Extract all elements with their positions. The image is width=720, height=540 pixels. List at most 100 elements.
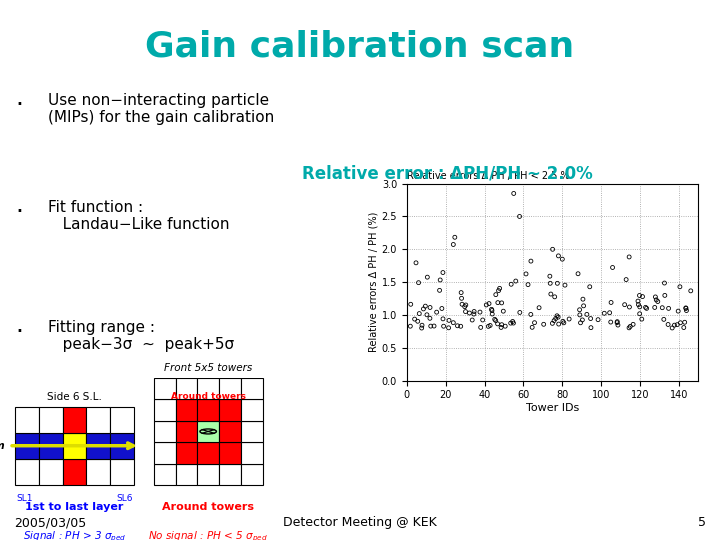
Text: Around towers: Around towers xyxy=(171,392,246,401)
Point xyxy=(437,314,449,323)
Point xyxy=(553,320,564,328)
Point xyxy=(456,294,467,302)
Point xyxy=(652,297,664,306)
Point xyxy=(685,287,696,295)
Bar xyxy=(176,378,197,400)
Point xyxy=(505,280,517,288)
Point xyxy=(487,309,498,318)
Point xyxy=(546,245,558,254)
Bar xyxy=(110,459,134,485)
Point xyxy=(424,303,436,312)
Point xyxy=(574,306,585,314)
Point xyxy=(662,320,674,329)
Point xyxy=(496,320,508,329)
Bar xyxy=(39,407,63,433)
Bar xyxy=(219,442,241,463)
Bar xyxy=(110,433,134,459)
Text: Gain calibration scan: Gain calibration scan xyxy=(145,30,575,64)
Bar xyxy=(154,400,176,421)
Point xyxy=(552,279,563,288)
Point xyxy=(449,233,461,241)
Point xyxy=(552,313,564,321)
Point xyxy=(490,291,502,299)
Point xyxy=(438,322,449,330)
Bar xyxy=(15,407,39,433)
Point xyxy=(624,323,635,332)
Text: Fit function :
   Landau−Like function: Fit function : Landau−Like function xyxy=(48,200,229,232)
Point xyxy=(606,298,617,307)
Point xyxy=(490,316,501,325)
Text: ·: · xyxy=(15,320,23,343)
Bar xyxy=(154,378,176,400)
Point xyxy=(492,298,503,307)
Point xyxy=(577,315,588,324)
Point xyxy=(544,279,556,288)
Point xyxy=(585,323,597,332)
Point xyxy=(624,303,635,312)
Point xyxy=(667,323,678,332)
Point xyxy=(409,315,420,323)
Text: Side 6 S.L.: Side 6 S.L. xyxy=(47,392,102,402)
Text: Fitting range :
   peak−3σ  ∼  peak+5σ: Fitting range : peak−3σ ∼ peak+5σ xyxy=(48,320,234,352)
Point xyxy=(593,315,604,324)
Point xyxy=(575,319,586,327)
Point xyxy=(674,282,685,291)
Point xyxy=(634,302,646,311)
Point xyxy=(675,319,686,327)
Point xyxy=(405,322,416,330)
Point xyxy=(405,300,416,308)
Point xyxy=(672,320,683,329)
Point xyxy=(526,323,538,332)
Text: No signal : PH < 5 $\sigma_{ped}$: No signal : PH < 5 $\sigma_{ped}$ xyxy=(148,530,268,540)
Bar xyxy=(219,400,241,421)
Point xyxy=(627,320,639,329)
Bar xyxy=(240,442,263,463)
Point xyxy=(612,321,624,329)
Point xyxy=(640,303,652,312)
Point xyxy=(469,307,480,316)
Point xyxy=(431,308,442,316)
Point xyxy=(649,293,661,301)
Point xyxy=(557,255,568,264)
Point xyxy=(420,302,431,310)
Point xyxy=(456,300,468,308)
Point xyxy=(621,275,632,284)
Point xyxy=(495,323,507,332)
Bar xyxy=(110,407,134,433)
Point xyxy=(467,316,478,325)
Point xyxy=(510,276,521,285)
Bar xyxy=(197,463,219,485)
Point xyxy=(574,310,585,319)
Point xyxy=(634,291,645,300)
Text: 5: 5 xyxy=(698,516,706,529)
Point xyxy=(581,310,593,319)
Bar xyxy=(154,463,176,485)
Text: Front 5x5 towers: Front 5x5 towers xyxy=(164,363,252,373)
Point xyxy=(657,303,668,312)
Bar xyxy=(240,378,263,400)
Point xyxy=(680,306,692,315)
Text: Relative error : ΔPH/PH ∼ 2.0%: Relative error : ΔPH/PH ∼ 2.0% xyxy=(302,165,593,183)
Point xyxy=(425,322,436,330)
Point xyxy=(482,322,494,330)
Point xyxy=(578,301,590,310)
Point xyxy=(412,317,423,326)
Point xyxy=(552,312,563,320)
Point xyxy=(507,317,518,326)
Point xyxy=(563,315,575,323)
Point xyxy=(658,315,670,323)
Point xyxy=(679,318,690,327)
Point xyxy=(514,212,526,221)
Point xyxy=(559,281,571,289)
Point xyxy=(451,321,463,330)
Point xyxy=(424,314,436,322)
Bar xyxy=(15,459,39,485)
Point xyxy=(475,323,487,332)
Point xyxy=(514,308,526,317)
Bar xyxy=(86,433,110,459)
Point xyxy=(525,310,536,319)
Point xyxy=(485,321,496,330)
Point xyxy=(680,303,692,312)
Point xyxy=(422,273,433,281)
Bar xyxy=(176,421,197,442)
